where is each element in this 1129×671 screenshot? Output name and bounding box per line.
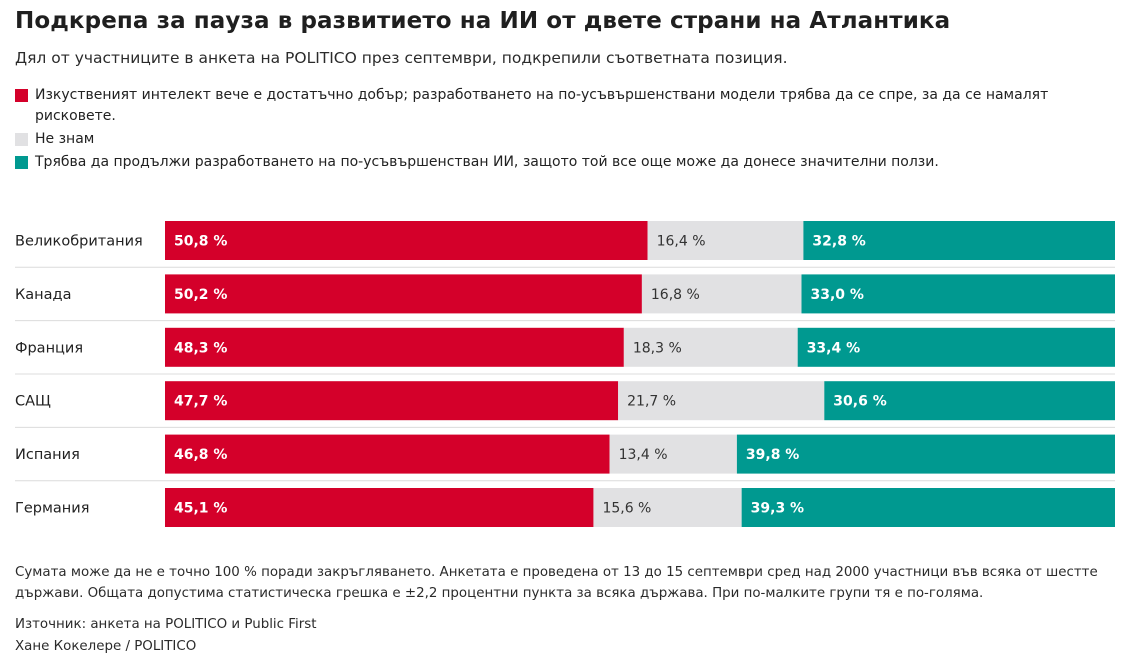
bar-segment-continue — [803, 221, 1115, 260]
data-label: 33,4 % — [807, 340, 860, 356]
category-label: Франция — [15, 340, 83, 356]
bar-segment-stop — [165, 221, 648, 260]
data-label: 16,8 % — [651, 287, 700, 303]
bar-segment-continue — [736, 434, 1115, 474]
bar-segment-continue — [797, 327, 1115, 367]
data-label: 16,4 % — [657, 234, 706, 250]
bar-segment-stop — [165, 381, 619, 421]
bar-segment-dont-know — [623, 327, 798, 367]
category-label: Канада — [15, 287, 71, 303]
data-label: 32,8 % — [812, 234, 865, 250]
legend-swatch-stop — [15, 89, 28, 102]
data-label: 50,2 % — [174, 287, 227, 303]
legend-label-dont-know: Не знам — [35, 131, 95, 147]
legend: Изкуственият интелект вече е достатъчно … — [15, 85, 1110, 175]
data-label: 48,3 % — [174, 340, 227, 356]
source-line: Източник: анкета на POLITICO и Public Fi… — [15, 617, 317, 632]
data-label: 30,6 % — [833, 394, 886, 410]
bar-segment-dont-know — [593, 488, 742, 527]
bar-segment-dont-know — [618, 381, 825, 421]
bar-segment-stop — [165, 274, 642, 314]
footnote: Сумата може да не е точно 100 % поради з… — [15, 565, 1098, 601]
bar-segment-dont-know — [641, 274, 802, 314]
data-label: 18,3 % — [633, 340, 682, 356]
category-label: Германия — [15, 501, 89, 517]
data-label: 47,7 % — [174, 394, 227, 410]
bar-segment-dont-know — [647, 221, 804, 260]
data-label: 46,8 % — [174, 447, 227, 463]
legend-item-continue: Трябва да продължи разработването на по-… — [15, 152, 1110, 173]
category-label: САЩ — [15, 394, 51, 410]
bar-segment-continue — [741, 488, 1115, 527]
category-label: Великобритания — [15, 234, 143, 250]
bar-segment-stop — [165, 434, 610, 474]
data-label: 33,0 % — [811, 287, 864, 303]
legend-label-stop: Изкуственият интелект вече е достатъчно … — [35, 87, 1049, 124]
legend-swatch-continue — [15, 156, 28, 169]
stacked-bar-chart: Великобритания 50,8 % 16,4 % 32,8 % Канада 50… — [15, 221, 1115, 527]
legend-swatch-dont-know — [15, 133, 28, 146]
data-label: 50,8 % — [174, 234, 227, 250]
bar-segment-dont-know — [609, 434, 737, 474]
bar-segment-continue — [824, 381, 1115, 421]
chart-subtitle: Дял от участниците в анкета на POLITICO … — [15, 49, 788, 67]
chart-title: Подкрепа за пауза в развитието на ИИ от … — [15, 8, 951, 34]
bar-segment-stop — [165, 327, 624, 367]
data-label: 45,1 % — [174, 501, 227, 517]
credit-line: Ханe Кокелере / POLITICO — [15, 639, 197, 654]
bar-segment-stop — [165, 488, 594, 527]
data-label: 39,3 % — [751, 501, 804, 517]
data-label: 13,4 % — [619, 447, 668, 463]
legend-item-stop: Изкуственият интелект вече е достатъчно … — [15, 85, 1110, 127]
legend-item-dont-know: Не знам — [15, 129, 1110, 150]
data-label: 15,6 % — [602, 501, 651, 517]
category-label: Испания — [15, 447, 80, 463]
data-label: 21,7 % — [627, 394, 676, 410]
legend-label-continue: Трябва да продължи разработването на по-… — [35, 154, 939, 170]
data-label: 39,8 % — [746, 447, 799, 463]
bar-segment-continue — [801, 274, 1115, 314]
